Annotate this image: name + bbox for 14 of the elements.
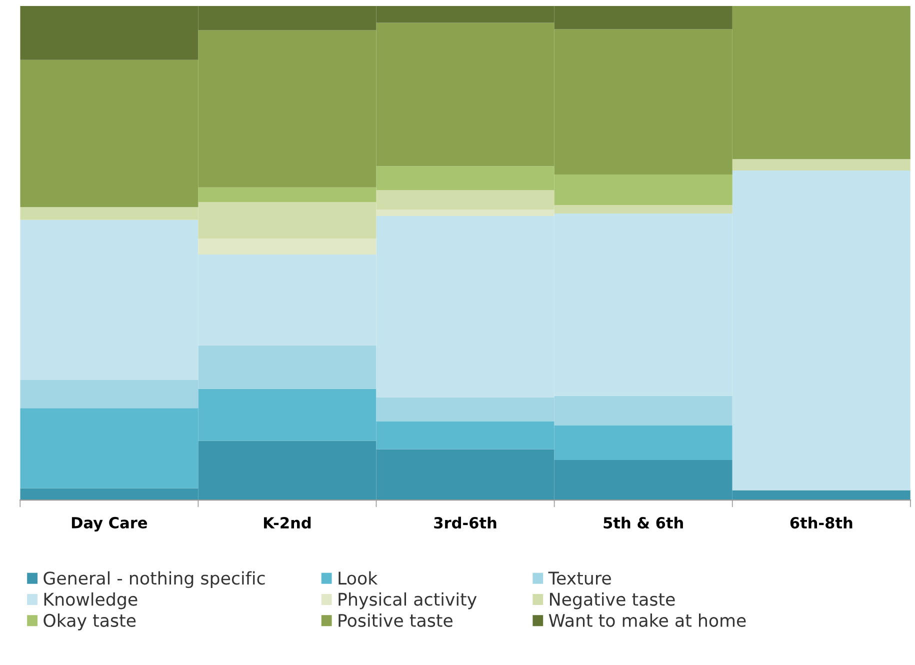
- x-tick-label: 5th & 6th: [604, 516, 683, 529]
- x-tick-label: 6th-8th: [790, 516, 852, 529]
- legend-label: Positive taste: [338, 614, 452, 627]
- x-tick-label: Day Care: [72, 516, 148, 532]
- legend-label: Physical activity: [338, 592, 477, 610]
- x-tick-label: 3rd-6th: [434, 516, 496, 529]
- legend-label: Want to make at home: [548, 614, 746, 627]
- x-tick-label: K-2nd: [264, 516, 311, 529]
- legend-label: General - nothing specific: [44, 571, 265, 588]
- legend-label: Look: [338, 571, 378, 585]
- legend-label: Knowledge: [44, 592, 138, 610]
- legend-label: Texture: [548, 572, 611, 585]
- legend-label: Okay taste: [44, 614, 136, 630]
- legend-label: Negative taste: [550, 592, 675, 610]
